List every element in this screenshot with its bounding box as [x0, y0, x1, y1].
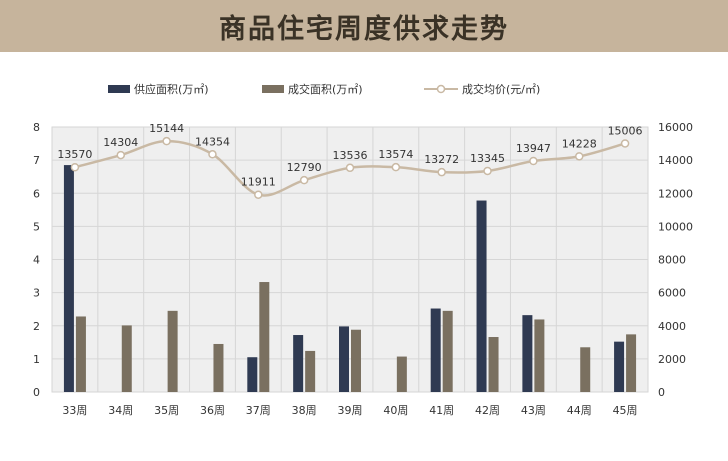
legend-swatch-deal — [262, 85, 284, 93]
price-data-label: 13345 — [470, 152, 505, 165]
bar-deal — [75, 316, 86, 392]
x-tick-label: 45周 — [613, 404, 638, 417]
legend: 供应面积(万㎡) 成交面积(万㎡) 成交均价(元/㎡) — [108, 82, 540, 96]
price-point — [116, 150, 126, 160]
y-right-tick-label: 6000 — [658, 287, 686, 300]
price-point — [529, 156, 538, 166]
bar-supply — [614, 341, 625, 392]
price-point — [162, 136, 171, 146]
y-right-tick-label: 10000 — [658, 220, 693, 233]
x-tick-label: 35周 — [154, 404, 179, 417]
price-point — [483, 166, 492, 176]
price-data-label: 14354 — [195, 135, 230, 148]
bar-supply — [247, 357, 258, 392]
bar-deal — [580, 347, 591, 392]
price-point — [70, 162, 80, 172]
y-left-tick-label: 5 — [33, 220, 40, 233]
price-data-label: 15144 — [149, 122, 184, 135]
legend-label-price: 成交均价(元/㎡) — [462, 82, 540, 96]
x-tick-label: 42周 — [475, 404, 500, 417]
price-point — [254, 190, 263, 199]
price-data-label: 12790 — [287, 161, 322, 174]
price-data-label: 14304 — [103, 136, 138, 149]
bar-deal — [534, 319, 545, 392]
y-left-tick-label: 0 — [33, 386, 40, 399]
price-line-series: 13570 14304 15144 14354 11911 12790 13536 13574… — [57, 122, 643, 199]
x-tick-label: 44周 — [567, 404, 592, 417]
price-point — [574, 152, 584, 161]
x-tick-label: 36周 — [200, 404, 225, 417]
y-right-tick-label: 16000 — [658, 121, 693, 134]
x-tick-label: 34周 — [108, 404, 133, 417]
bar-deal — [626, 334, 637, 392]
price-point — [437, 167, 446, 177]
axes: 0 1 2 3 4 5 6 7 8 0 2000 4000 6000 8000 10000 12000 1400… — [33, 121, 693, 417]
y-left-tick-label: 7 — [33, 154, 40, 167]
price-data-label: 11911 — [241, 176, 276, 189]
bar-deal — [213, 343, 224, 392]
y-left-tick-label: 2 — [33, 320, 40, 333]
x-tick-label: 39周 — [338, 404, 363, 417]
legend-swatch-price-marker — [436, 84, 446, 94]
y-right-tick-label: 8000 — [658, 254, 686, 267]
y-left-tick-label: 6 — [33, 187, 40, 200]
bar-deal — [259, 282, 270, 392]
y-left-tick-label: 4 — [33, 254, 40, 267]
bar-deal — [167, 310, 178, 392]
legend-label-deal: 成交面积(万㎡) — [288, 82, 363, 96]
price-data-label: 13272 — [424, 153, 459, 166]
chart-svg: 供应面积(万㎡) 成交面积(万㎡) 成交均价(元/㎡) 135701430415… — [33, 82, 693, 417]
bar-supply — [522, 315, 533, 392]
y-right-tick-label: 0 — [658, 386, 665, 399]
chart-container: 供应面积(万㎡) 成交面积(万㎡) 成交均价(元/㎡) 13570 14304 15… — [0, 52, 728, 457]
y-left-tick-label: 1 — [33, 353, 40, 366]
bar-deal — [121, 325, 132, 392]
price-data-label: 13536 — [333, 149, 368, 162]
x-tick-label: 38周 — [292, 404, 317, 417]
y-right-tick-label: 2000 — [658, 353, 686, 366]
price-point — [391, 162, 401, 172]
price-point — [299, 175, 309, 185]
bar-supply — [63, 165, 74, 392]
y-right-tick-label: 14000 — [658, 154, 693, 167]
y-left-tick-label: 3 — [33, 287, 40, 300]
bar-supply — [430, 308, 441, 392]
bar-supply — [476, 200, 487, 392]
price-point — [345, 163, 355, 173]
price-point — [620, 139, 630, 148]
x-tick-label: 40周 — [383, 404, 408, 417]
bar-supply — [339, 326, 349, 392]
y-left-tick-label: 8 — [33, 121, 40, 134]
price-data-label: 13574 — [378, 148, 413, 161]
bar-deal — [488, 337, 499, 392]
x-tick-label: 37周 — [246, 404, 271, 417]
price-data-label: 15006 — [608, 124, 643, 137]
x-tick-label: 43周 — [521, 404, 546, 417]
bar-supply — [293, 335, 304, 392]
bar-deal — [396, 356, 407, 392]
price-point — [208, 150, 217, 159]
bar-deal — [351, 329, 361, 392]
y-right-tick-label: 4000 — [658, 320, 686, 333]
gridlines — [51, 126, 649, 393]
legend-swatch-supply — [108, 85, 130, 93]
y-right-tick-label: 12000 — [658, 187, 693, 200]
bar-deal — [442, 310, 453, 392]
legend-label-supply: 供应面积(万㎡) — [134, 82, 209, 96]
bar-series — [63, 165, 637, 392]
bar-deal — [305, 350, 316, 392]
price-data-label: 14228 — [562, 137, 597, 150]
price-data-label: 13570 — [57, 148, 92, 161]
x-tick-label: 41周 — [429, 404, 454, 417]
title-banner: 商品住宅周度供求走势 — [0, 0, 728, 52]
x-tick-label: 33周 — [62, 404, 87, 417]
page-title: 商品住宅周度供求走势 — [219, 13, 509, 45]
price-data-label: 13947 — [516, 142, 551, 155]
